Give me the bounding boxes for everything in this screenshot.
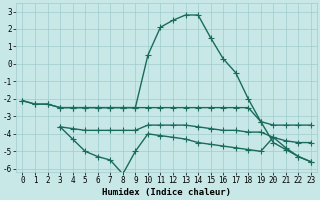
X-axis label: Humidex (Indice chaleur): Humidex (Indice chaleur) [102,188,231,197]
